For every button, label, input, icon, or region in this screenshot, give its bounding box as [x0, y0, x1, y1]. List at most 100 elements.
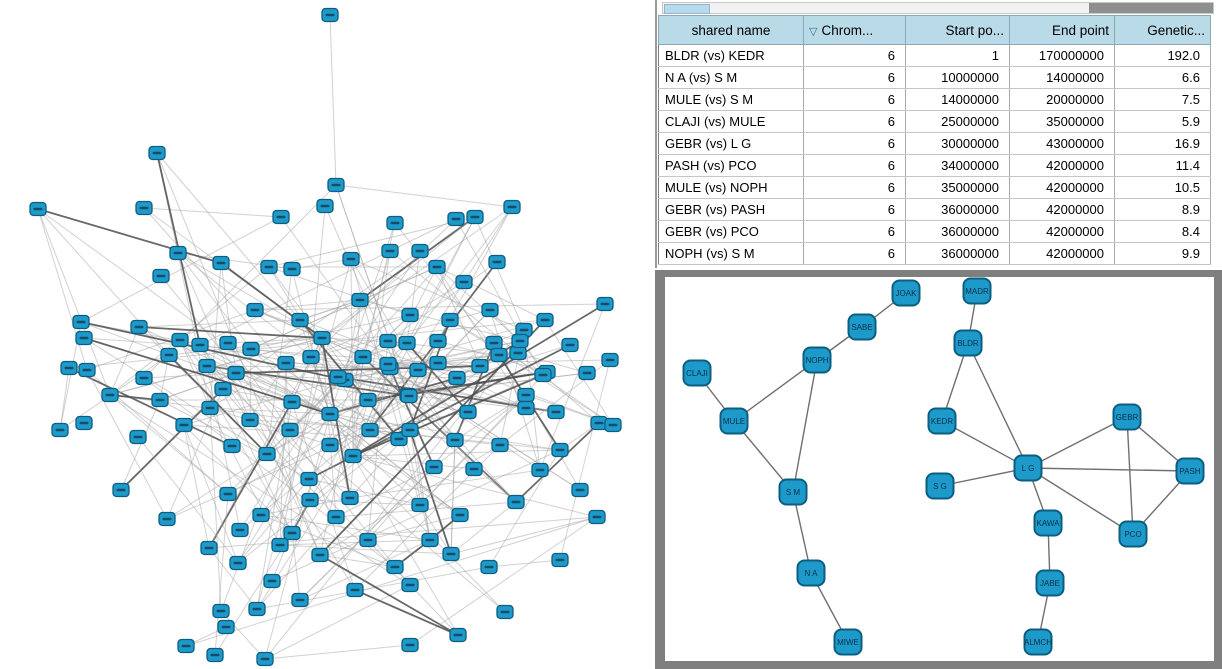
- network-node[interactable]: [101, 387, 119, 403]
- network-node-s-m[interactable]: S M: [778, 478, 808, 506]
- network-node[interactable]: [351, 292, 369, 308]
- network-node[interactable]: [571, 482, 589, 498]
- network-node[interactable]: [219, 335, 237, 351]
- network-node[interactable]: [531, 462, 549, 478]
- network-node[interactable]: [175, 417, 193, 433]
- network-node[interactable]: [503, 199, 521, 215]
- table-row[interactable]: GEBR (vs) PCO 6 36000000 42000000 8.4: [658, 220, 1211, 243]
- network-node-jabe[interactable]: JABE: [1035, 569, 1065, 597]
- network-node[interactable]: [596, 296, 614, 312]
- network-node[interactable]: [327, 177, 345, 193]
- network-node[interactable]: [401, 307, 419, 323]
- network-node[interactable]: [160, 347, 178, 363]
- network-node[interactable]: [219, 486, 237, 502]
- network-node[interactable]: [283, 394, 301, 410]
- network-node[interactable]: [449, 627, 467, 643]
- network-node[interactable]: [212, 603, 230, 619]
- network-node[interactable]: [231, 522, 249, 538]
- network-node[interactable]: [201, 400, 219, 416]
- table-row[interactable]: N A (vs) S M 6 10000000 14000000 6.6: [658, 66, 1211, 89]
- network-node[interactable]: [509, 345, 527, 361]
- network-node[interactable]: [223, 438, 241, 454]
- network-node[interactable]: [588, 509, 606, 525]
- network-node[interactable]: [466, 209, 484, 225]
- network-node[interactable]: [321, 7, 339, 23]
- table-row[interactable]: GEBR (vs) L G 6 30000000 43000000 16.9: [658, 132, 1211, 155]
- column-header-shared-name[interactable]: shared name: [658, 15, 804, 45]
- network-node[interactable]: [511, 333, 529, 349]
- network-node[interactable]: [263, 573, 281, 589]
- network-node-l-g[interactable]: L G: [1013, 454, 1043, 482]
- network-node[interactable]: [354, 349, 372, 365]
- network-node[interactable]: [29, 201, 47, 217]
- network-node[interactable]: [480, 559, 498, 575]
- network-node[interactable]: [446, 432, 464, 448]
- network-node[interactable]: [129, 429, 147, 445]
- network-node[interactable]: [283, 525, 301, 541]
- network-node[interactable]: [206, 647, 224, 663]
- table-row[interactable]: PASH (vs) PCO 6 34000000 42000000 11.4: [658, 154, 1211, 177]
- network-node[interactable]: [485, 335, 503, 351]
- network-node[interactable]: [277, 355, 295, 371]
- network-edge[interactable]: [939, 467, 1029, 487]
- network-node[interactable]: [536, 312, 554, 328]
- network-node[interactable]: [51, 422, 69, 438]
- network-node[interactable]: [601, 352, 619, 368]
- network-node[interactable]: [151, 392, 169, 408]
- network-node[interactable]: [578, 365, 596, 381]
- network-node[interactable]: [152, 268, 170, 284]
- network-node[interactable]: [148, 145, 166, 161]
- network-node[interactable]: [200, 540, 218, 556]
- network-node[interactable]: [291, 312, 309, 328]
- network-node[interactable]: [329, 369, 347, 385]
- table-row[interactable]: MULE (vs) NOPH 6 35000000 42000000 10.5: [658, 176, 1211, 199]
- network-node[interactable]: [425, 459, 443, 475]
- network-node[interactable]: [491, 437, 509, 453]
- network-node[interactable]: [301, 492, 319, 508]
- network-node[interactable]: [283, 261, 301, 277]
- network-node[interactable]: [246, 302, 264, 318]
- network-node[interactable]: [411, 243, 429, 259]
- network-node[interactable]: [341, 490, 359, 506]
- network-node[interactable]: [400, 388, 418, 404]
- network-node[interactable]: [490, 347, 508, 363]
- network-node[interactable]: [130, 319, 148, 335]
- network-node-gebr[interactable]: GEBR: [1112, 403, 1142, 431]
- network-node[interactable]: [561, 337, 579, 353]
- network-node[interactable]: [471, 358, 489, 374]
- network-node[interactable]: [212, 255, 230, 271]
- network-edge[interactable]: [1027, 467, 1191, 472]
- network-node[interactable]: [214, 381, 232, 397]
- network-node[interactable]: [75, 330, 93, 346]
- network-node[interactable]: [78, 362, 96, 378]
- network-node[interactable]: [271, 537, 289, 553]
- network-edge[interactable]: [792, 359, 818, 493]
- network-node[interactable]: [241, 412, 259, 428]
- table-row[interactable]: MULE (vs) S M 6 14000000 20000000 7.5: [658, 88, 1211, 111]
- network-node[interactable]: [488, 254, 506, 270]
- network-node[interactable]: [481, 302, 499, 318]
- network-node-n-a[interactable]: N A: [796, 559, 826, 587]
- network-node[interactable]: [398, 335, 416, 351]
- network-node[interactable]: [361, 422, 379, 438]
- network-node[interactable]: [302, 349, 320, 365]
- network-node[interactable]: [447, 211, 465, 227]
- network-node[interactable]: [272, 209, 290, 225]
- network-node[interactable]: [198, 358, 216, 374]
- network-node-bldr[interactable]: BLDR: [953, 329, 983, 357]
- network-node[interactable]: [169, 245, 187, 261]
- column-header-end-point[interactable]: End point: [1009, 15, 1115, 45]
- network-node[interactable]: [448, 370, 466, 386]
- network-node[interactable]: [401, 577, 419, 593]
- filtered-network-canvas[interactable]: JOAK SABE NOPH CLAJI MULE MADR BLDR KEDR GEBR L G…: [665, 277, 1214, 661]
- network-node[interactable]: [421, 532, 439, 548]
- network-node-joak[interactable]: JOAK: [891, 279, 921, 307]
- network-node-sabe[interactable]: SABE: [847, 313, 877, 341]
- network-node[interactable]: [534, 367, 552, 383]
- network-node[interactable]: [429, 355, 447, 371]
- network-node[interactable]: [300, 471, 318, 487]
- network-node[interactable]: [507, 494, 525, 510]
- table-horizontal-scrollbar[interactable]: [662, 2, 1214, 14]
- network-node[interactable]: [379, 356, 397, 372]
- network-node[interactable]: [515, 322, 533, 338]
